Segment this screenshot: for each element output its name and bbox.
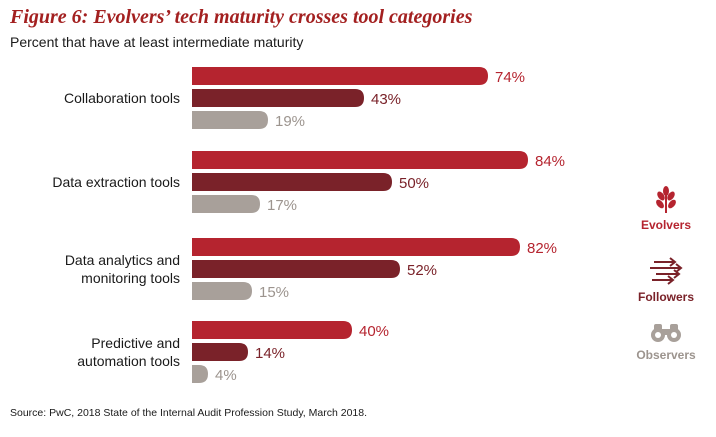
bar-observers-data-extraction-tools	[192, 195, 260, 213]
data-label-evolvers-data-extraction-tools: 84%	[535, 153, 565, 170]
legend-followers: Followers	[626, 256, 706, 304]
bar-followers-predictive-and-automation-tools	[192, 343, 248, 361]
binoculars-icon	[651, 324, 681, 342]
data-label-observers-data-analytics-and-monitoring-tools: 15%	[259, 284, 289, 301]
bar-evolvers-predictive-and-automation-tools	[192, 321, 352, 339]
legend-label-observers: Observers	[636, 348, 696, 362]
category-label-data-analytics-and-monitoring-tools-line-2: monitoring tools	[81, 270, 180, 286]
bar-followers-data-extraction-tools	[192, 173, 392, 191]
bar-observers-collaboration-tools	[192, 111, 268, 129]
bar-evolvers-collaboration-tools	[192, 67, 488, 85]
wheat-icon	[656, 186, 676, 213]
data-label-observers-predictive-and-automation-tools: 4%	[215, 367, 237, 384]
bar-evolvers-data-extraction-tools	[192, 151, 528, 169]
source-note: Source: PwC, 2018 State of the Internal …	[10, 407, 368, 419]
data-label-followers-data-analytics-and-monitoring-tools: 52%	[407, 262, 437, 279]
bar-observers-data-analytics-and-monitoring-tools	[192, 282, 252, 300]
legend-label-followers: Followers	[637, 290, 694, 304]
legend-label-evolvers: Evolvers	[640, 218, 692, 232]
bar-evolvers-data-analytics-and-monitoring-tools	[192, 238, 520, 256]
data-label-followers-collaboration-tools: 43%	[371, 91, 401, 108]
arrows-icon	[650, 257, 683, 285]
legend-evolvers: Evolvers	[626, 186, 706, 232]
category-label-data-extraction-tools: Data extraction tools	[52, 174, 180, 190]
category-label-data-analytics-and-monitoring-tools-line-1: Data analytics and	[65, 252, 180, 268]
data-label-followers-data-extraction-tools: 50%	[399, 175, 429, 192]
bar-observers-predictive-and-automation-tools	[192, 365, 208, 383]
category-label-collaboration-tools: Collaboration tools	[64, 90, 180, 106]
bar-followers-collaboration-tools	[192, 89, 364, 107]
bar-followers-data-analytics-and-monitoring-tools	[192, 260, 400, 278]
data-label-evolvers-collaboration-tools: 74%	[495, 69, 525, 86]
data-label-followers-predictive-and-automation-tools: 14%	[255, 345, 285, 362]
data-label-observers-data-extraction-tools: 17%	[267, 197, 297, 214]
data-label-evolvers-predictive-and-automation-tools: 40%	[359, 323, 389, 340]
legend-observers: Observers	[626, 322, 706, 362]
data-label-evolvers-data-analytics-and-monitoring-tools: 82%	[527, 240, 557, 257]
chart-title: Figure 6: Evolvers’ tech maturity crosse…	[10, 6, 473, 28]
data-label-observers-collaboration-tools: 19%	[275, 113, 305, 130]
chart-subtitle: Percent that have at least intermediate …	[10, 34, 304, 50]
category-label-predictive-and-automation-tools-line-1: Predictive and	[91, 335, 180, 351]
category-label-predictive-and-automation-tools-line-2: automation tools	[77, 353, 180, 369]
